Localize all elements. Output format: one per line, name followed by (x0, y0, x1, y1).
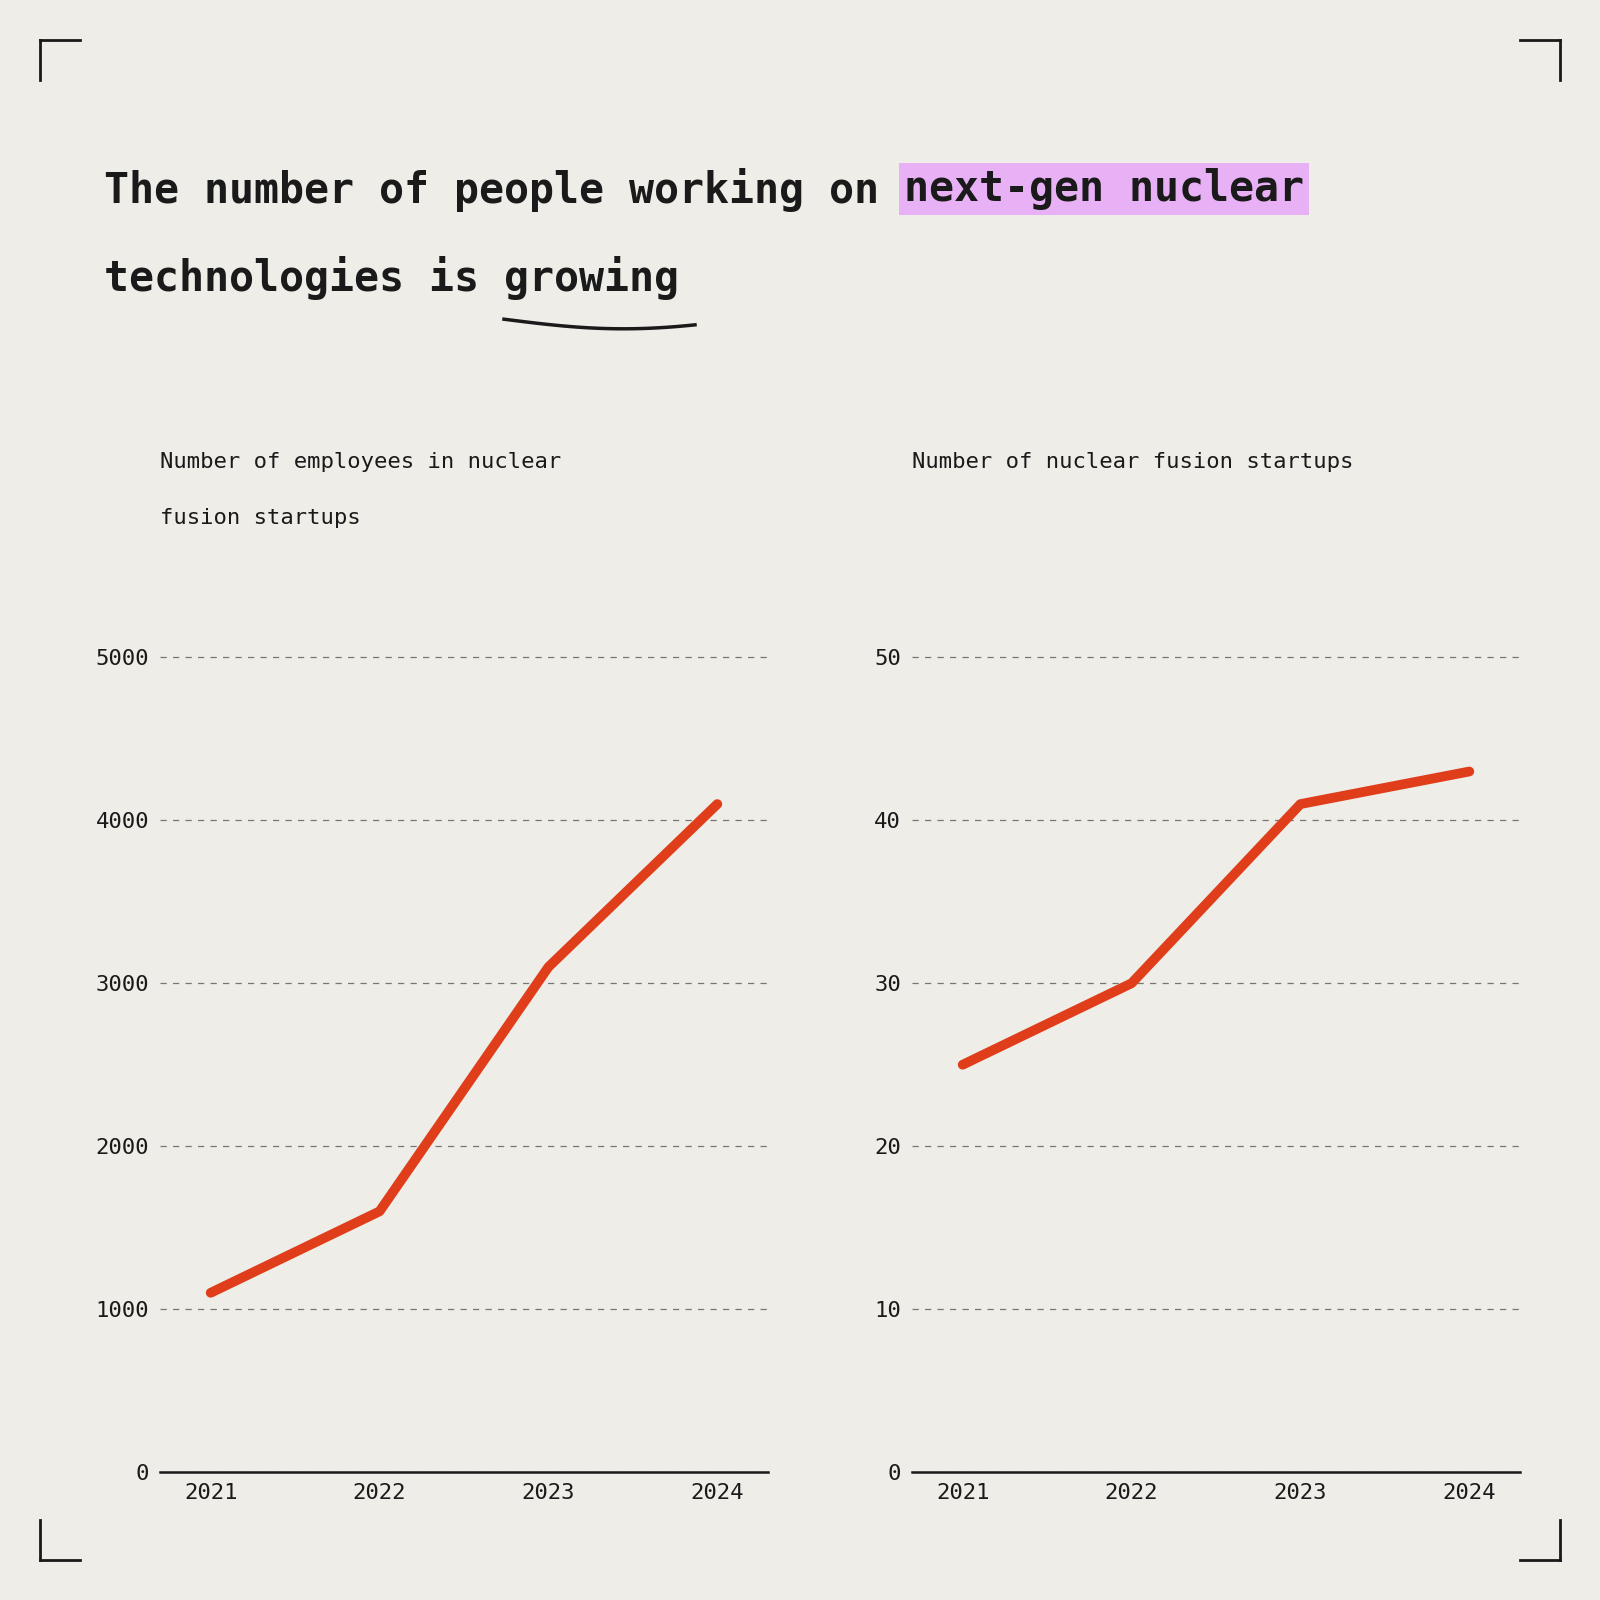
Text: Number of employees in nuclear: Number of employees in nuclear (160, 451, 562, 472)
Text: growing: growing (504, 256, 678, 301)
Text: technologies is: technologies is (104, 256, 504, 301)
Text: next-gen nuclear: next-gen nuclear (904, 168, 1304, 210)
Text: The number of people working on: The number of people working on (104, 168, 904, 211)
Text: Number of nuclear fusion startups: Number of nuclear fusion startups (912, 451, 1354, 472)
Text: fusion startups: fusion startups (160, 509, 360, 528)
